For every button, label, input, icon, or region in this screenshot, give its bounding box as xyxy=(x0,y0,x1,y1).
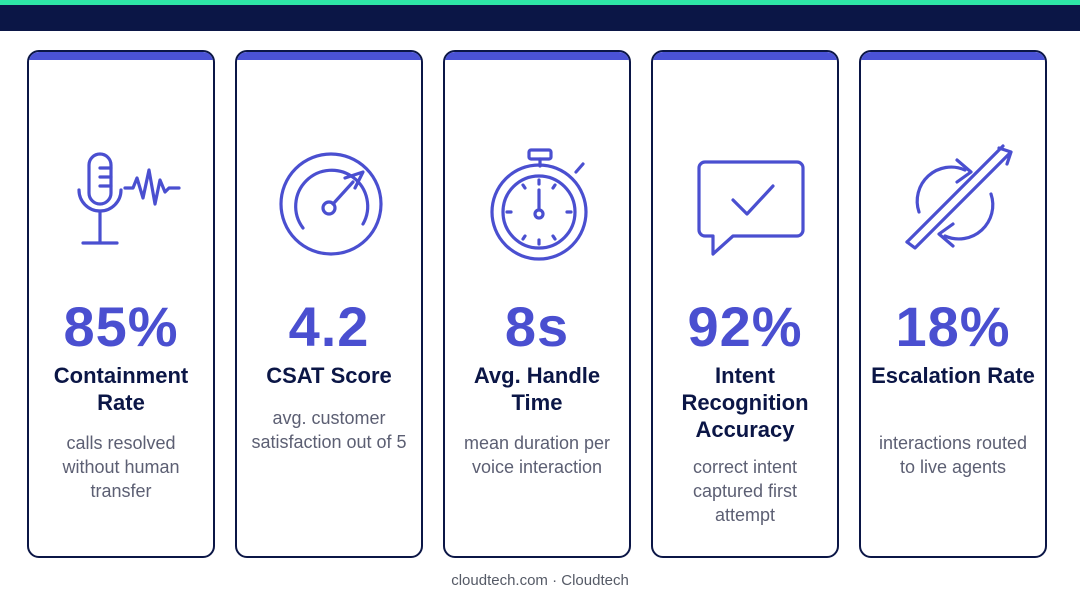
kpi-value: 85% xyxy=(63,295,179,358)
footer-credit: cloudtech.com · Cloudtech xyxy=(451,572,629,589)
escalation-arrows-icon xyxy=(905,144,1013,250)
card-top-stripe xyxy=(237,52,421,60)
card-top-stripe xyxy=(861,52,1045,60)
kpi-title: CSAT Score xyxy=(266,363,392,388)
card-top-stripe xyxy=(445,52,629,60)
kpi-title: Avg. Handle Time xyxy=(473,363,601,415)
kpi-card-handle-time: 8s Avg. Handle Time mean duration per vo… xyxy=(443,50,631,558)
kpi-card-intent: 92% Intent Recognition Accuracy correct … xyxy=(651,50,839,558)
top-accent-stripe xyxy=(0,0,1080,5)
kpi-description: avg. customer satisfaction out of 5 xyxy=(251,408,407,452)
kpi-value: 4.2 xyxy=(288,295,370,358)
chat-check-icon xyxy=(697,160,805,256)
kpi-title: Containment Rate xyxy=(53,363,189,415)
card-top-stripe xyxy=(29,52,213,60)
stopwatch-icon xyxy=(490,148,588,261)
gauge-icon xyxy=(279,152,383,256)
card-top-stripe xyxy=(653,52,837,60)
kpi-title: Escalation Rate xyxy=(871,363,1035,388)
kpi-value: 92% xyxy=(687,295,803,358)
kpi-description: interactions routed to live agents xyxy=(878,433,1028,477)
kpi-card-escalation: 18% Escalation Rate interactions routed … xyxy=(859,50,1047,558)
kpi-card-csat: 4.2 CSAT Score avg. customer satisfactio… xyxy=(235,50,423,558)
microphone-waveform-icon xyxy=(77,152,181,245)
kpi-description: correct intent captured first attempt xyxy=(692,457,798,525)
kpi-description: mean duration per voice interaction xyxy=(463,433,611,477)
kpi-card-containment: 85% Containment Rate calls resolved with… xyxy=(27,50,215,558)
kpi-title: Intent Recognition Accuracy xyxy=(681,363,809,442)
kpi-value: 8s xyxy=(504,295,570,358)
kpi-value: 18% xyxy=(895,295,1011,358)
top-banner xyxy=(0,0,1080,31)
kpi-description: calls resolved without human transfer xyxy=(62,433,180,501)
